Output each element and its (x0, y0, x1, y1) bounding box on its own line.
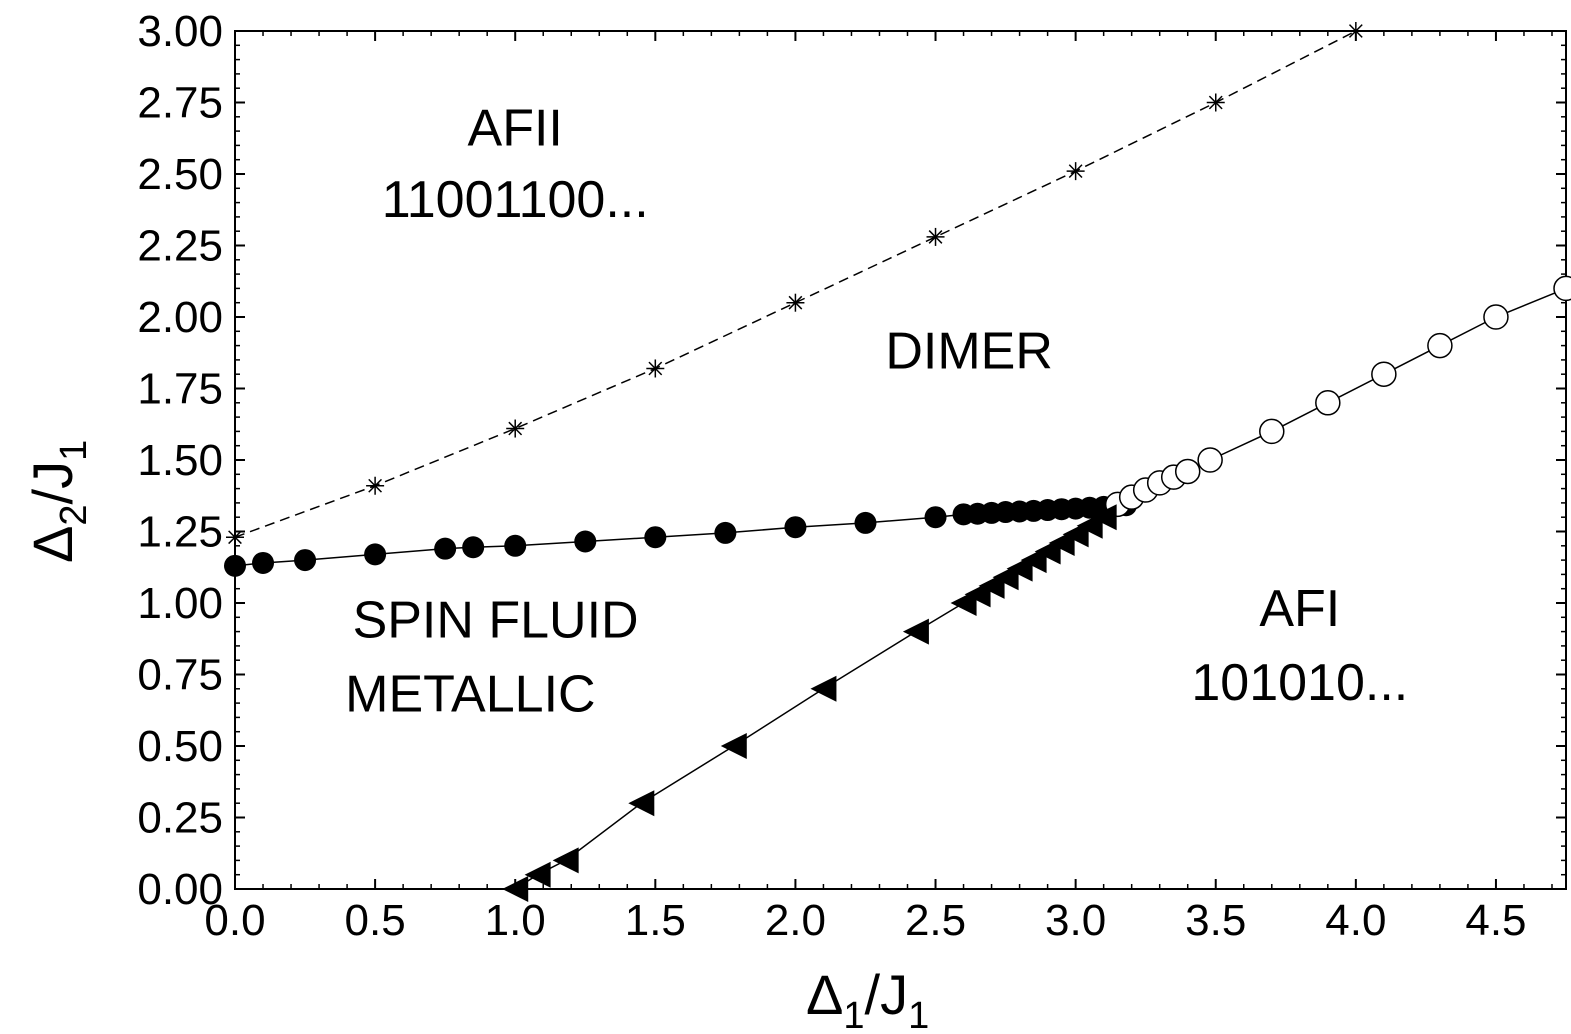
y-tick-label: 0.75 (137, 651, 223, 700)
filled-circle-marker (784, 516, 807, 539)
x-axis-title-slash: /J (865, 963, 909, 1026)
triangle-marker (502, 876, 529, 902)
filled-circle-marker (434, 537, 457, 560)
y-axis-title: Δ2/J1 (21, 440, 95, 563)
y-axis-title-slash: /J (21, 461, 84, 505)
series-lines (234, 30, 1567, 890)
y-tick-label: 0.50 (137, 722, 223, 771)
y-tick-label: 2.75 (137, 79, 223, 128)
triangle-marker (628, 790, 655, 817)
open-circle-marker (1371, 361, 1397, 387)
y-axis-title-symbol: Δ (21, 526, 84, 563)
region-label: 101010... (1191, 654, 1408, 712)
asterisk-marker (1346, 22, 1365, 40)
asterisk-marker (1066, 162, 1085, 181)
y-tick-label: 1.75 (137, 365, 223, 414)
y-tick-label: 1.25 (137, 508, 223, 557)
y-tick-label: 3.00 (137, 7, 223, 56)
open-circle-marker (1315, 390, 1341, 416)
y-tick-label: 1.00 (137, 579, 223, 628)
filled-circle-marker (504, 534, 527, 557)
x-tick-label: 1.0 (485, 896, 546, 945)
filled-circle-marker (224, 554, 246, 577)
region-label: AFI (1259, 580, 1340, 638)
triangle-marker (1090, 504, 1117, 531)
x-tick-label: 0.0 (204, 896, 265, 945)
y-tick-label: 2.00 (137, 293, 223, 342)
x-tick-label: 4.5 (1465, 896, 1526, 945)
filled-circle-marker (574, 530, 597, 553)
triangle-marker (810, 675, 837, 702)
x-axis-title-sub1: 1 (843, 995, 864, 1034)
y-tick-label: 2.25 (137, 222, 223, 271)
x-axis-title-symbol: Δ (806, 963, 843, 1026)
region-label: SPIN FLUID (353, 591, 639, 649)
asterisk-marker (366, 476, 385, 495)
filled-circle-marker (252, 551, 275, 574)
region-label: DIMER (885, 322, 1053, 380)
open-circle-marker (1553, 275, 1571, 302)
asterisk-marker (226, 528, 244, 547)
triangle-marker (552, 847, 579, 874)
open-circle-marker (1483, 304, 1509, 330)
open-circle-marker (1427, 332, 1453, 359)
x-tick-label: 4.0 (1325, 896, 1386, 945)
y-tick-label: 0.25 (137, 794, 223, 843)
filled-circle-marker (924, 506, 947, 529)
axis-tick-labels: 0.0 0.5 1.0 1.5 2.0 2.5 3.0 3.5 4.0 4.5 0.00 0.25 0.… (137, 7, 1526, 945)
series-markers (224, 22, 1571, 902)
x-tick-label: 0.5 (345, 896, 406, 945)
region-label: AFII (468, 99, 563, 157)
axis-ticks (234, 30, 1566, 890)
open-circle-marker (1174, 458, 1201, 485)
filled-circle-marker (294, 549, 317, 572)
plot-frame (234, 30, 1567, 890)
triangle-marker (902, 618, 929, 645)
filled-circle-marker (462, 536, 485, 559)
filled-circle-marker (854, 511, 877, 534)
triangle-marker (524, 861, 551, 888)
x-axis-title: Δ1/J1 (806, 963, 929, 1034)
region-label: 11001100... (382, 171, 649, 229)
asterisk-marker (506, 419, 525, 438)
y-tick-label: 1.50 (137, 436, 223, 485)
filled-circle-marker (364, 543, 387, 566)
x-tick-label: 3.5 (1185, 896, 1246, 945)
region-labels: AFII 11001100... DIMER SPIN FLUID METALLIC AF… (345, 99, 1408, 723)
filled-circle-marker (644, 526, 667, 549)
filled-circle-marker (714, 521, 737, 544)
triangle-marker (720, 733, 747, 759)
asterisk-marker (786, 293, 805, 312)
region-label: METALLIC (345, 666, 595, 724)
y-axis-title-sub1: 2 (53, 504, 95, 525)
x-tick-label: 2.0 (765, 896, 826, 945)
open-circle-marker (1259, 418, 1285, 445)
x-tick-label: 3.0 (1045, 896, 1106, 945)
asterisk-marker (926, 227, 945, 246)
asterisk-marker (646, 359, 665, 378)
y-tick-label: 2.50 (137, 150, 223, 199)
y-tick-label: 0.00 (137, 865, 223, 914)
open-circle-marker (1197, 447, 1223, 473)
asterisk-marker (1206, 93, 1225, 112)
series-line-0 (234, 30, 1357, 538)
x-tick-label: 2.5 (905, 896, 966, 945)
x-tick-label: 1.5 (625, 896, 686, 945)
x-axis-title-sub2: 1 (908, 995, 929, 1034)
y-axis-title-sub2: 1 (53, 440, 95, 461)
